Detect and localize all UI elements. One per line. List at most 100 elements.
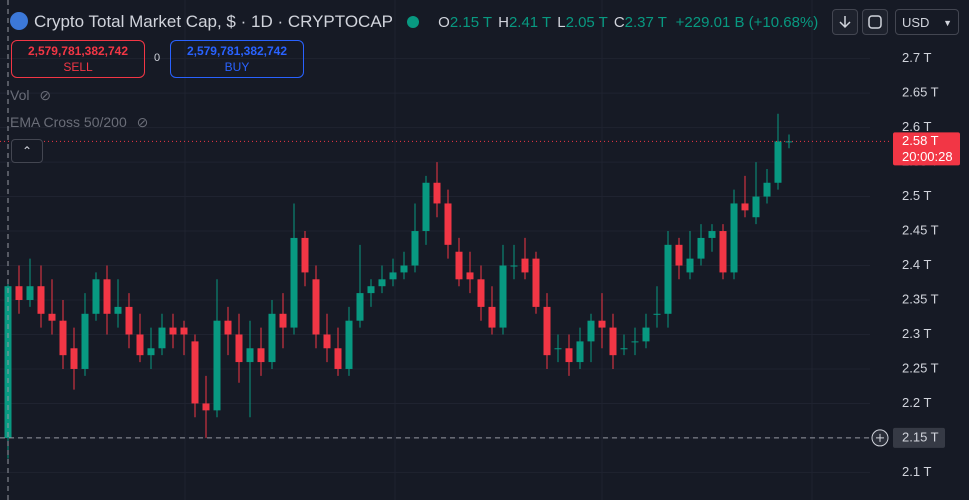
y-tick-label: 2.7 T bbox=[902, 50, 931, 65]
price-axis bbox=[870, 0, 969, 500]
candle-body bbox=[356, 293, 364, 321]
candle-body bbox=[59, 320, 67, 356]
ohlc-value: 2.41 T bbox=[508, 14, 552, 31]
candle-body bbox=[378, 279, 386, 287]
candle-body bbox=[532, 258, 540, 307]
candle-body bbox=[345, 320, 353, 369]
indicator-name: EMA Cross 50/200 bbox=[10, 114, 127, 130]
candle-body bbox=[202, 403, 210, 411]
download-button[interactable] bbox=[832, 9, 858, 35]
candle-body bbox=[81, 313, 89, 369]
candle-body bbox=[741, 203, 749, 211]
candle-body bbox=[389, 272, 397, 280]
y-tick-label: 2.6 T bbox=[902, 119, 931, 134]
candle-body bbox=[576, 341, 584, 363]
sell-price: 2,579,781,382,742 bbox=[27, 44, 129, 58]
y-tick-label: 2.3 T bbox=[902, 326, 931, 341]
candle-body bbox=[323, 334, 331, 349]
y-tick-label: 2.4 T bbox=[902, 257, 931, 272]
ohlc: O2.15 T H2.41 T L2.05 T C2.37 T bbox=[432, 14, 667, 31]
candle-body bbox=[235, 334, 243, 363]
y-tick-label: 2.65 T bbox=[902, 85, 939, 100]
hidden-icon: ⊘ bbox=[39, 87, 52, 103]
candle-body bbox=[455, 251, 463, 280]
candle-body bbox=[136, 334, 144, 356]
indicator-name: Vol bbox=[10, 87, 30, 103]
candle-body bbox=[488, 306, 496, 328]
candle-body bbox=[675, 244, 683, 266]
candle-body bbox=[70, 348, 78, 369]
y-tick-label: 2.1 T bbox=[902, 464, 931, 479]
candle-body bbox=[114, 306, 122, 314]
spread: 0 bbox=[154, 52, 161, 64]
ohlc-label: H bbox=[498, 14, 509, 31]
buy-label: BUY bbox=[224, 60, 250, 74]
crosshair-label: 2.15 T bbox=[902, 429, 939, 444]
candle-body bbox=[411, 231, 419, 266]
candle-body bbox=[565, 348, 573, 363]
currency: USD bbox=[902, 15, 930, 30]
candle-body bbox=[37, 286, 45, 314]
caret: ▼ bbox=[943, 18, 952, 28]
candle-body bbox=[301, 237, 309, 273]
candle-body bbox=[103, 279, 111, 314]
buy-button[interactable]: 2,579,781,382,742 BUY bbox=[170, 40, 304, 78]
candle-body bbox=[554, 348, 562, 350]
candle-body bbox=[400, 265, 408, 273]
indicator[interactable]: Vol ⊘ bbox=[10, 87, 51, 104]
candle-body bbox=[598, 320, 606, 328]
candle-body bbox=[290, 237, 298, 328]
candle-body bbox=[367, 286, 375, 294]
ohlc-value: 2.05 T bbox=[565, 14, 608, 31]
symbol-header: Crypto Total Market Cap, $ · 1D · CRYPTO… bbox=[10, 12, 818, 32]
candle-body bbox=[422, 182, 430, 232]
y-tick-label: 2.5 T bbox=[902, 188, 931, 203]
symbol-icon bbox=[10, 12, 28, 30]
currency-select[interactable]: USD ▼ bbox=[895, 9, 959, 35]
candle-body bbox=[664, 244, 672, 314]
candle-body bbox=[477, 279, 485, 307]
candle-body bbox=[708, 231, 716, 238]
ohlc-value: 2.15 T bbox=[449, 14, 493, 31]
fullscreen-button[interactable] bbox=[862, 9, 888, 35]
candle-body bbox=[631, 341, 639, 343]
candle-body bbox=[334, 348, 342, 369]
candle-body bbox=[620, 348, 628, 350]
crosshair-tag bbox=[893, 427, 945, 448]
candle-body bbox=[312, 279, 320, 335]
candle-body bbox=[587, 320, 595, 342]
candle-body bbox=[213, 320, 221, 411]
candle-body bbox=[48, 313, 56, 321]
y-tick-label: 2.2 T bbox=[902, 395, 931, 410]
y-tick-label: 2.35 T bbox=[902, 291, 939, 306]
candle-body bbox=[191, 341, 199, 404]
icon bbox=[868, 15, 882, 29]
sell-button[interactable]: 2,579,781,382,742 SELL bbox=[11, 40, 145, 78]
candle-body bbox=[92, 279, 100, 314]
icon bbox=[839, 16, 851, 29]
last-price-tag bbox=[893, 132, 960, 166]
indicator[interactable]: EMA Cross 50/200 ⊘ bbox=[10, 114, 148, 131]
ohlc-label: O bbox=[438, 14, 450, 31]
candle-body bbox=[26, 286, 34, 300]
candle-body bbox=[268, 313, 276, 363]
collapse-button[interactable]: ⌃ bbox=[11, 139, 43, 163]
hidden-icon: ⊘ bbox=[136, 114, 149, 130]
candle-body bbox=[719, 231, 727, 273]
candle-body bbox=[521, 258, 529, 273]
candle-body bbox=[147, 348, 155, 356]
candle-body bbox=[444, 203, 452, 245]
candle-body bbox=[653, 313, 661, 315]
y-tick-label: 2.45 T bbox=[902, 222, 939, 237]
candle-body bbox=[158, 327, 166, 349]
candle-body bbox=[257, 348, 265, 363]
countdown-label: 20:00:28 bbox=[902, 149, 953, 164]
buy-price: 2,579,781,382,742 bbox=[186, 44, 288, 58]
candle-body bbox=[246, 348, 254, 363]
symbol-title[interactable]: Crypto Total Market Cap, $ · 1D · CRYPTO… bbox=[34, 12, 393, 31]
change: +229.01 B (+10.68%) bbox=[675, 14, 819, 31]
candle-body bbox=[466, 272, 474, 280]
market-status bbox=[407, 16, 420, 28]
